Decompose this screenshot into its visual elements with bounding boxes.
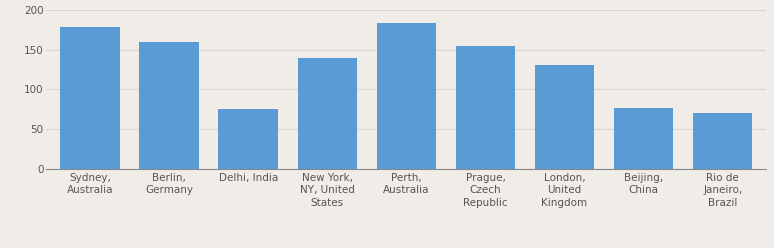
Bar <box>218 109 278 169</box>
Bar <box>377 23 436 169</box>
Bar <box>297 58 357 169</box>
Bar <box>614 108 673 169</box>
Bar <box>693 113 752 169</box>
Bar <box>535 65 594 169</box>
Bar <box>456 46 515 169</box>
Bar <box>139 42 199 169</box>
Bar <box>60 27 120 169</box>
